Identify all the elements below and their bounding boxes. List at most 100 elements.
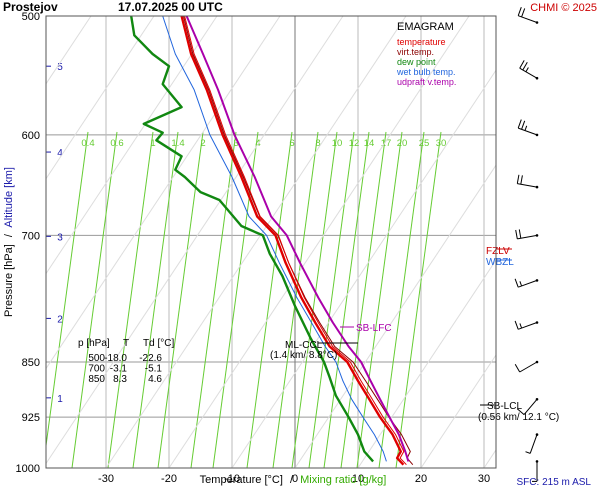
mixing-ratio-line bbox=[71, 131, 118, 468]
altitude-tick-label: 2 bbox=[57, 314, 63, 325]
wind-barb-dot bbox=[535, 360, 539, 364]
wind-barb-staff bbox=[518, 127, 538, 136]
mixing-ratio-label: 14 bbox=[364, 138, 375, 149]
wind-barb-feather bbox=[516, 408, 525, 415]
skew-isotherm-line bbox=[46, 16, 218, 275]
wind-barb bbox=[516, 398, 539, 415]
mixing-ratio-line bbox=[395, 131, 442, 468]
mixing-ratio-label: 10 bbox=[332, 138, 343, 149]
wind-barb-feather bbox=[521, 120, 526, 130]
legend-entry-updraft: udpraft v.temp. bbox=[397, 77, 456, 87]
table-cell: 500 bbox=[88, 353, 105, 364]
mixing-ratio-label: 8 bbox=[315, 138, 320, 149]
sb-lcl-label: SB-LCL bbox=[487, 401, 522, 412]
mixing-ratio-line bbox=[212, 131, 259, 468]
wind-barbs bbox=[514, 7, 539, 482]
plot-frame bbox=[45, 15, 497, 469]
temperature-tick-label: -10 bbox=[224, 473, 240, 485]
credit-text: CHMI © 2025 bbox=[530, 2, 597, 14]
temperature-tick-label: 20 bbox=[415, 473, 427, 485]
wind-barb bbox=[532, 460, 539, 482]
wind-barb-dot bbox=[535, 185, 539, 189]
series-line-wet-bulb-temp- bbox=[162, 16, 387, 462]
series-line-temperature bbox=[180, 16, 405, 466]
wind-barb bbox=[525, 433, 539, 454]
wind-barb-feather bbox=[514, 320, 519, 330]
mixing-ratio-label: 1 bbox=[150, 138, 155, 149]
table-header-t: T bbox=[123, 338, 129, 349]
mixing-ratio-line bbox=[323, 131, 370, 468]
pressure-tick-label: 500 bbox=[22, 11, 40, 23]
skew-isotherm-line bbox=[46, 16, 281, 370]
mixing-ratio-line bbox=[340, 131, 387, 468]
wind-barb-feather bbox=[521, 8, 526, 18]
wind-barb-feather bbox=[525, 67, 529, 73]
datetime-title: 17.07.2025 00 UTC bbox=[118, 0, 223, 14]
wind-barb-feather bbox=[519, 281, 523, 287]
altitude-tick-label: 4 bbox=[57, 148, 63, 159]
pressure-tick-label: 1000 bbox=[16, 463, 40, 475]
wind-barb-feather bbox=[517, 7, 522, 16]
wind-barb-staff bbox=[517, 183, 538, 188]
wind-barb-dot bbox=[535, 460, 539, 463]
x-label-main: Temperature [°C] bbox=[200, 474, 283, 486]
wind-barb-feather bbox=[525, 451, 531, 454]
wind-barb-feather bbox=[514, 363, 521, 373]
mixing-ratio-label: 2 bbox=[200, 138, 205, 149]
wind-barb-dot bbox=[535, 234, 539, 237]
table-cell: -3.1 bbox=[110, 364, 128, 375]
ml-ccl-label: ML-CCL bbox=[285, 340, 323, 351]
skew-isotherm-line bbox=[46, 16, 344, 465]
x-label-sep: / bbox=[290, 474, 294, 486]
wind-barb-feather bbox=[519, 60, 525, 69]
wind-barb-feather bbox=[524, 125, 528, 131]
table-header-p: p [hPa] bbox=[78, 338, 110, 349]
wind-barb-feather bbox=[516, 174, 520, 184]
table-cell: -22.6 bbox=[139, 353, 162, 364]
y-label-alt: Altitude [km] bbox=[3, 167, 15, 228]
series-line-temperature-env bbox=[184, 16, 407, 466]
mixing-ratio-label: 17 bbox=[381, 138, 392, 149]
wind-barb bbox=[519, 60, 539, 80]
mixing-ratio-label: 1.4 bbox=[171, 138, 184, 149]
wind-barb-dot bbox=[535, 133, 539, 137]
y-label-sep: / bbox=[3, 233, 15, 237]
wind-barb bbox=[517, 7, 539, 24]
mixing-ratio-line bbox=[272, 131, 319, 468]
temperature-tick-label: -20 bbox=[161, 473, 177, 485]
mixing-ratio-label: 3 bbox=[233, 138, 238, 149]
mixing-ratio-line bbox=[107, 131, 154, 468]
wind-barb-feather bbox=[519, 323, 523, 329]
x-axis-label: Temperature [°C] / Mixing ratio [g/kg] bbox=[200, 474, 387, 486]
mixing-ratio-line bbox=[291, 131, 338, 468]
skew-isotherm-line bbox=[547, 16, 600, 468]
station-title: Prostejov bbox=[3, 0, 58, 14]
mixing-ratio-line bbox=[132, 131, 179, 468]
wind-barb-staff bbox=[519, 67, 538, 79]
series-line-udpraft-v-temp- bbox=[185, 16, 410, 462]
wind-barb-feather bbox=[515, 229, 518, 239]
wind-barb-feather bbox=[520, 175, 523, 185]
temperature-tick-label: 10 bbox=[352, 473, 364, 485]
wind-barb bbox=[514, 360, 539, 373]
table-cell: 700 bbox=[88, 364, 105, 375]
mixing-ratio-line bbox=[46, 131, 89, 450]
skew-isotherm-line bbox=[105, 16, 407, 468]
mixing-ratio-line bbox=[246, 131, 293, 468]
altitude-tick-label: 5 bbox=[57, 62, 63, 73]
legend-entry-temperature: temperature bbox=[397, 37, 446, 47]
skew-isotherm-line bbox=[294, 164, 496, 468]
wbzl-label: WBZL bbox=[486, 257, 514, 268]
table-cell: -18.0 bbox=[104, 353, 127, 364]
wind-barb bbox=[514, 278, 539, 288]
skew-isotherm-lines bbox=[46, 16, 600, 468]
mixing-ratio-line bbox=[356, 131, 403, 468]
table-cell: 8.3 bbox=[113, 374, 127, 385]
mixing-ratio-label: 0.6 bbox=[110, 138, 123, 149]
mixing-ratio-label: 20 bbox=[397, 138, 408, 149]
mixing-ratio-label: 25 bbox=[419, 138, 430, 149]
mixing-ratio-label: 0.4 bbox=[81, 138, 94, 149]
temperature-tick-label: 30 bbox=[478, 473, 490, 485]
